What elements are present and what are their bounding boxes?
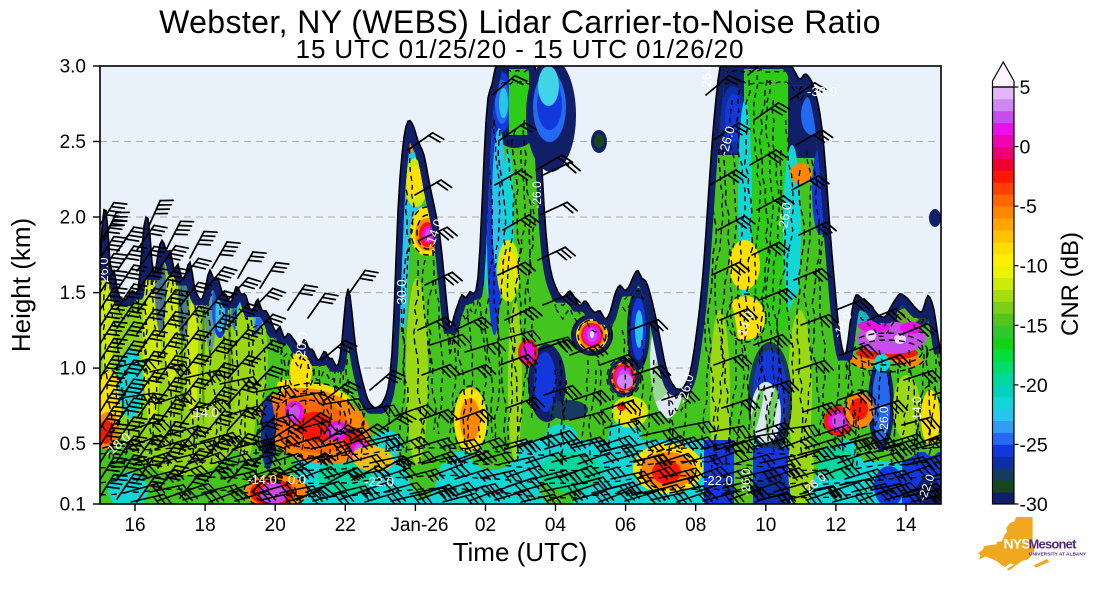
- svg-text:15 UTC 01/25/20 - 15 UTC 01/26: 15 UTC 01/25/20 - 15 UTC 01/26/20: [296, 34, 745, 64]
- svg-text:22: 22: [335, 515, 356, 536]
- svg-text:2.5: 2.5: [60, 132, 86, 153]
- svg-text:04: 04: [545, 515, 567, 536]
- svg-text:-20: -20: [1020, 375, 1048, 397]
- svg-text:-14.0: -14.0: [247, 472, 277, 487]
- svg-text:14.0: 14.0: [193, 405, 218, 420]
- svg-text:-30: -30: [1020, 494, 1048, 516]
- svg-text:-30.0: -30.0: [807, 84, 837, 99]
- svg-text:10: 10: [755, 515, 776, 536]
- svg-text:-10: -10: [1020, 256, 1048, 278]
- svg-text:18: 18: [195, 515, 216, 536]
- svg-text:06: 06: [615, 515, 636, 536]
- svg-text:1.5: 1.5: [60, 283, 86, 304]
- svg-text:1.0: 1.0: [60, 359, 86, 380]
- svg-text:0: 0: [1020, 137, 1031, 159]
- svg-text:0.0: 0.0: [288, 472, 306, 487]
- svg-text:-26.0: -26.0: [739, 468, 753, 496]
- svg-text:Mesonet: Mesonet: [1029, 537, 1078, 552]
- svg-text:-22.0: -22.0: [703, 473, 733, 488]
- svg-text:2.0: 2.0: [60, 208, 86, 229]
- svg-text:Height (km): Height (km): [6, 218, 36, 352]
- svg-text:02: 02: [475, 515, 496, 536]
- svg-text:Time (UTC): Time (UTC): [453, 537, 588, 567]
- svg-text:0.5: 0.5: [60, 434, 86, 455]
- svg-text:-26.0: -26.0: [877, 406, 891, 434]
- svg-text:3.0: 3.0: [60, 57, 86, 78]
- svg-text:-25: -25: [1020, 434, 1048, 456]
- svg-text:20: 20: [265, 515, 286, 536]
- svg-text:20.0: 20.0: [293, 331, 310, 358]
- svg-text:UNIVERSITY AT ALBANY: UNIVERSITY AT ALBANY: [1029, 552, 1087, 558]
- svg-text:12: 12: [825, 515, 846, 536]
- svg-text:30.0: 30.0: [394, 279, 409, 304]
- svg-text:-15: -15: [1020, 315, 1048, 337]
- svg-text:16: 16: [124, 515, 145, 536]
- svg-text:08: 08: [685, 515, 706, 536]
- svg-text:-5: -5: [1020, 196, 1037, 218]
- svg-text:-26.0: -26.0: [530, 181, 544, 209]
- svg-text:CNR (dB): CNR (dB): [1057, 232, 1084, 336]
- svg-text:Jan-26: Jan-26: [390, 515, 448, 536]
- svg-text:NYS: NYS: [1004, 536, 1031, 552]
- svg-text:0.1: 0.1: [60, 495, 86, 516]
- svg-text:-14.0: -14.0: [910, 396, 924, 424]
- svg-text:5: 5: [1020, 77, 1031, 99]
- svg-text:-22.0: -22.0: [364, 474, 394, 489]
- svg-text:14: 14: [895, 515, 917, 536]
